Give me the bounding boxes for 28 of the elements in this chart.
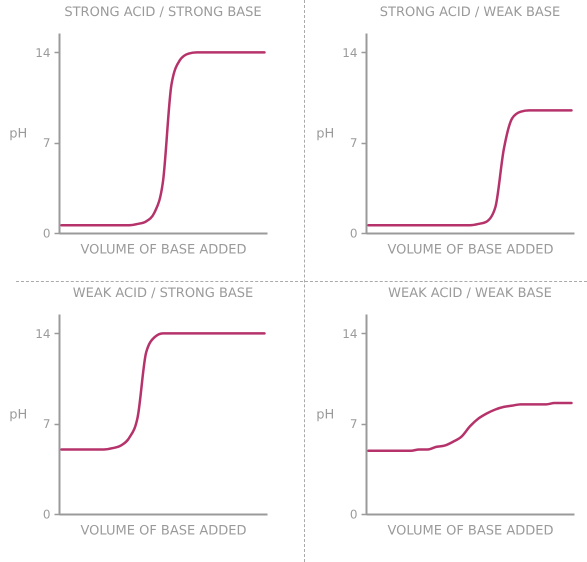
chart-title: STRONG ACID / STRONG BASE: [64, 5, 262, 20]
y-axis-title: pH: [316, 408, 334, 422]
x-axis-title: VOLUME OF BASE ADDED: [80, 524, 246, 538]
y-axis-title: pH: [9, 408, 28, 422]
x-axis-title: VOLUME OF BASE ADDED: [388, 524, 554, 538]
y-tick-label: 14: [342, 326, 358, 341]
line-series: [367, 402, 573, 452]
y-tick-label: 7: [42, 136, 50, 150]
y-tick-label: 14: [35, 46, 50, 60]
chart-title: STRONG ACID / WEAK BASE: [380, 5, 560, 20]
y-tick-label: 0: [350, 226, 358, 240]
y-tick-label: 7: [42, 417, 50, 432]
line-series: [60, 332, 266, 451]
y-tick-label: 0: [42, 226, 50, 240]
y-tick-label: 14: [342, 46, 358, 60]
chart-title: WEAK ACID / WEAK BASE: [388, 286, 552, 301]
y-tick-label: 7: [350, 136, 358, 150]
y-axis-title: pH: [9, 126, 28, 142]
y-tick-label: 0: [42, 508, 50, 522]
line-series: [60, 51, 266, 227]
y-axis-title: pH: [316, 126, 334, 142]
y-tick-label: 14: [35, 326, 50, 341]
y-tick-label: 7: [350, 417, 358, 432]
chart-title: WEAK ACID / STRONG BASE: [72, 286, 254, 301]
x-axis-title: VOLUME OF BASE ADDED: [388, 242, 554, 258]
y-tick-label: 0: [350, 508, 358, 522]
line-series: [367, 109, 573, 227]
x-axis-title: VOLUME OF BASE ADDED: [80, 242, 246, 258]
